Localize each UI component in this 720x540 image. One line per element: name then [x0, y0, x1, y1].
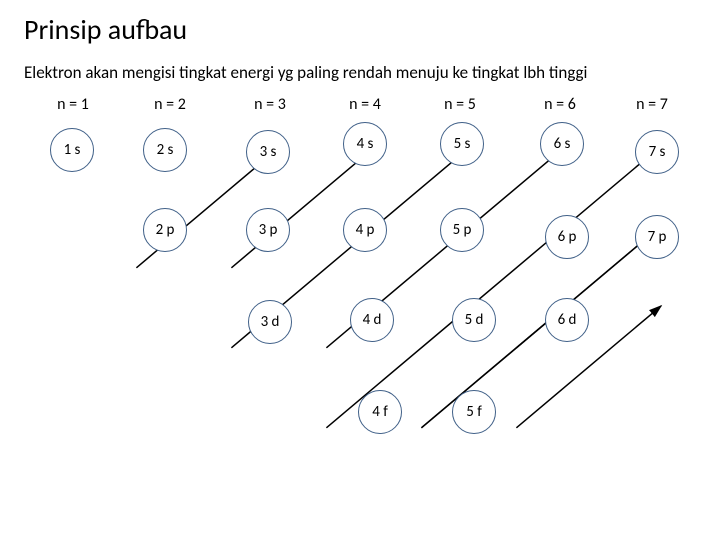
orbital-6d: 6 d: [545, 298, 589, 342]
orbital-6s: 6 s: [540, 122, 584, 166]
orbital-5f: 5 f: [452, 390, 496, 434]
orbital-5p: 5 p: [440, 208, 484, 252]
orbital-7p: 7 p: [635, 215, 679, 259]
orbital-4p: 4 p: [343, 208, 387, 252]
orbital-5s: 5 s: [440, 122, 484, 166]
diagonal-arrow-10: [516, 306, 661, 428]
orbital-2s: 2 s: [143, 128, 187, 172]
orbital-4d: 4 d: [350, 298, 394, 342]
orbital-3p: 3 p: [246, 208, 290, 252]
orbital-7s: 7 s: [635, 130, 679, 174]
orbital-4f: 4 f: [358, 390, 402, 434]
diagonal-arrow-6: [326, 146, 661, 428]
orbital-3s: 3 s: [246, 130, 290, 174]
orbital-6p: 6 p: [545, 215, 589, 259]
arrows-layer: [0, 0, 720, 540]
orbital-1s: 1 s: [50, 128, 94, 172]
orbital-3d: 3 d: [248, 300, 292, 344]
orbital-4s: 4 s: [343, 122, 387, 166]
orbital-2p: 2 p: [143, 208, 187, 252]
orbital-5d: 5 d: [452, 298, 496, 342]
